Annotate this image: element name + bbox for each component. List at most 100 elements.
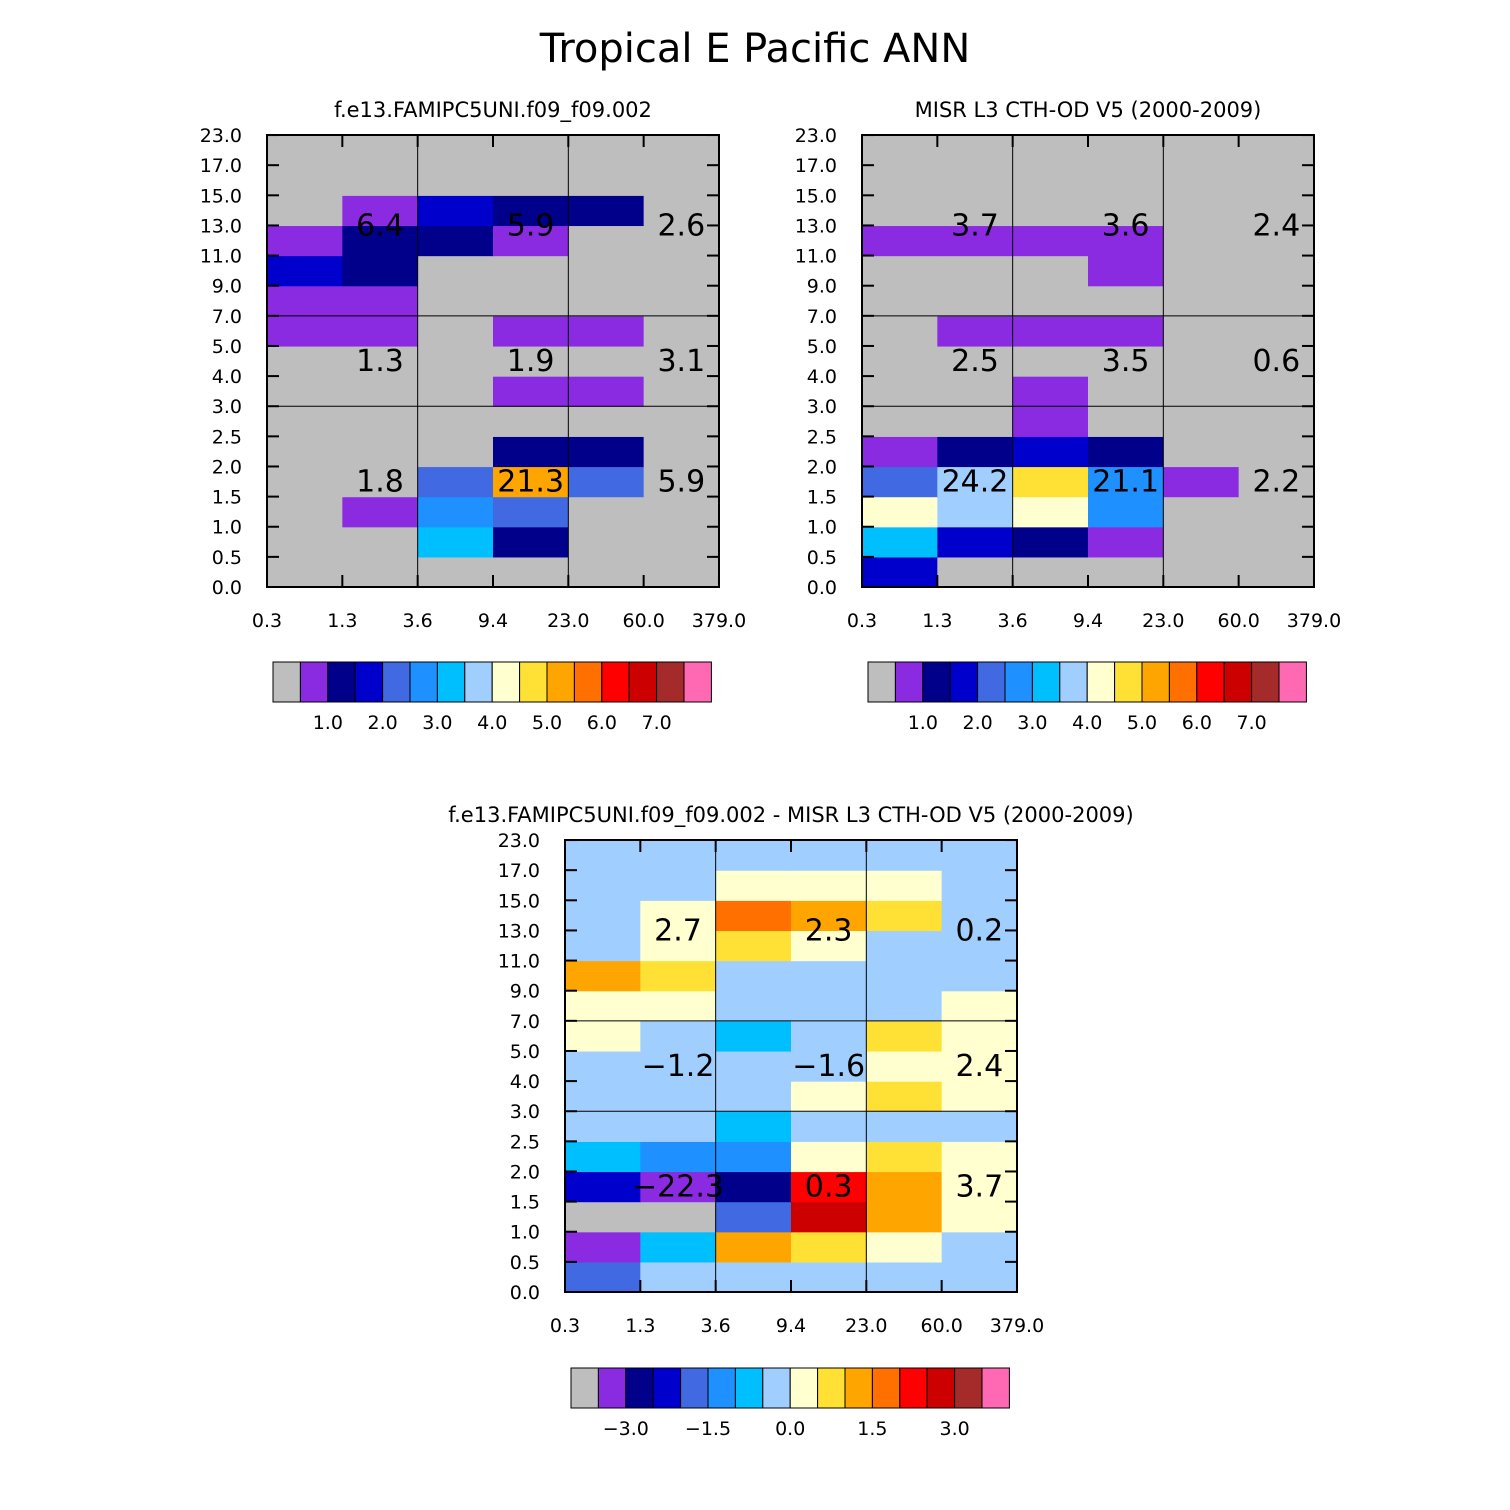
heatmap-cell xyxy=(342,436,419,468)
colorbar-swatch xyxy=(354,661,384,703)
y-tick-label: 11.0 xyxy=(795,246,837,268)
heatmap-cell xyxy=(1238,315,1315,347)
heatmap-cell xyxy=(267,345,343,377)
heatmap-cell xyxy=(937,556,1014,588)
colorbar-swatch xyxy=(1168,661,1198,703)
y-tick-label: 0.0 xyxy=(212,577,242,599)
heatmap-cell xyxy=(790,1201,867,1233)
heatmap-cell xyxy=(565,1141,641,1173)
heatmap-cell xyxy=(565,1231,641,1263)
heatmap-cell xyxy=(1238,135,1315,166)
heatmap-cell xyxy=(1238,255,1315,287)
heatmap-cell xyxy=(1238,496,1315,528)
heatmap-cell xyxy=(492,165,569,196)
heatmap-cell xyxy=(937,195,1014,227)
heatmap-cell xyxy=(715,1050,792,1082)
heatmap-cell xyxy=(715,870,792,901)
colorbar-swatch xyxy=(491,661,521,703)
y-tick-label: 3.0 xyxy=(212,396,242,418)
heatmap-cell xyxy=(643,315,720,347)
heatmap-cell xyxy=(492,376,569,407)
heatmap-cell xyxy=(640,1201,717,1233)
heatmap-cell xyxy=(790,1020,867,1052)
heatmap-cell xyxy=(937,406,1014,437)
heatmap-cell xyxy=(640,1261,717,1293)
colorbar-swatch xyxy=(977,661,1006,703)
heatmap-cell xyxy=(492,345,569,377)
heatmap-cell xyxy=(568,376,645,407)
heatmap-cell xyxy=(1087,195,1164,227)
heatmap-cell xyxy=(790,1231,867,1263)
heatmap-cell xyxy=(643,225,720,257)
heatmap-cell xyxy=(790,1050,867,1082)
heatmap-cell xyxy=(1238,165,1315,196)
heatmap-cell xyxy=(862,255,938,287)
heatmap-cell xyxy=(643,255,720,287)
heatmap-cell xyxy=(568,345,645,377)
colorbar-swatch xyxy=(817,1367,846,1409)
heatmap-cell xyxy=(417,195,494,227)
colorbar-swatch xyxy=(327,661,356,703)
x-tick-label: 0.3 xyxy=(252,610,282,632)
heatmap-cell xyxy=(1012,285,1089,317)
heatmap-cell xyxy=(790,1141,867,1173)
y-tick-label: 2.0 xyxy=(212,456,242,478)
x-tick-label: 3.6 xyxy=(403,610,433,632)
heatmap-cell xyxy=(267,315,343,347)
heatmap-cell xyxy=(640,1050,717,1082)
heatmap-cell xyxy=(342,195,419,227)
heatmap-cell xyxy=(715,930,792,962)
heatmap-cell xyxy=(1087,315,1164,347)
heatmap-cell xyxy=(715,840,792,871)
heatmap-cell xyxy=(492,225,569,257)
heatmap-cell xyxy=(640,840,717,871)
colorbar-swatch xyxy=(683,661,712,703)
section-total-label: 21.3 xyxy=(497,465,564,500)
x-tick-label: 60.0 xyxy=(1217,610,1259,632)
x-tick-label: 0.3 xyxy=(550,1315,580,1337)
heatmap-cell xyxy=(342,526,419,558)
y-tick-label: 5.0 xyxy=(212,336,242,358)
heatmap-cell xyxy=(492,315,569,347)
heatmap-cell xyxy=(1012,556,1089,588)
colorbar-swatch xyxy=(1251,661,1280,703)
y-tick-label: 17.0 xyxy=(200,155,242,177)
x-tick-label: 9.4 xyxy=(1073,610,1103,632)
heatmap-cell xyxy=(568,496,645,528)
colorbar-swatch xyxy=(1004,661,1033,703)
y-tick-label: 23.0 xyxy=(200,125,242,147)
heatmap-cell xyxy=(941,1141,1018,1173)
colorbar-swatch xyxy=(734,1367,764,1409)
colorbar-swatch xyxy=(1223,661,1253,703)
heatmap-cell xyxy=(492,556,569,588)
heatmap-cell xyxy=(937,436,1014,468)
section-total-label: 0.3 xyxy=(805,1170,853,1205)
heatmap-cell xyxy=(643,376,720,407)
heatmap-cell xyxy=(866,1020,943,1052)
y-tick-label: 15.0 xyxy=(795,185,837,207)
heatmap-cell xyxy=(1087,436,1164,468)
y-tick-label: 1.0 xyxy=(807,517,837,539)
heatmap-cell xyxy=(1163,376,1240,407)
heatmap-cell xyxy=(937,315,1014,347)
heatmap-panel-1: f.e13.FAMIPC5UNI.f09_f09.002 0.3 1.3 3.6 9.4… xyxy=(200,98,746,734)
heatmap-cell xyxy=(1163,165,1240,196)
heatmap-cell xyxy=(862,285,938,317)
heatmap-cell xyxy=(643,135,720,166)
heatmap-cell xyxy=(1238,406,1315,437)
colorbar-swatch xyxy=(894,661,924,703)
heatmap-cell xyxy=(1087,526,1164,558)
colorbar-swatch xyxy=(382,661,411,703)
section-total-label: 6.4 xyxy=(356,208,404,243)
section-total-label: 3.7 xyxy=(951,208,999,243)
heatmap-cell xyxy=(862,225,938,257)
heatmap-cell xyxy=(937,466,1014,498)
colorbar-swatch xyxy=(871,1367,901,1409)
heatmap-cell xyxy=(1087,556,1164,588)
colorbar-swatch xyxy=(981,1367,1010,1409)
y-tick-label: 13.0 xyxy=(498,920,540,942)
heatmap-cell xyxy=(941,1020,1018,1052)
heatmap-cell xyxy=(417,225,494,257)
heatmap-cell xyxy=(790,1111,867,1142)
heatmap-cell xyxy=(937,376,1014,407)
